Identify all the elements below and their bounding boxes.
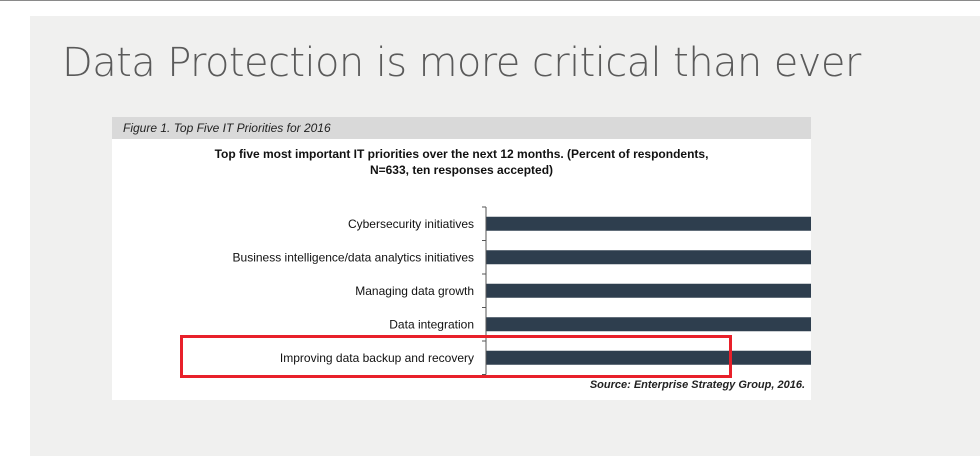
figure-panel: Figure 1. Top Five IT Priorities for 201… — [112, 117, 811, 400]
chart-title: Top five most important IT priorities ov… — [112, 146, 811, 178]
bar-3 — [486, 283, 811, 298]
chart-source: Source: Enterprise Strategy Group, 2016. — [589, 379, 805, 391]
bar-4 — [486, 317, 811, 332]
category-label-4: Data integration — [389, 317, 474, 331]
bar-1 — [486, 216, 811, 231]
top-border — [0, 0, 980, 1]
highlight-box — [180, 335, 732, 378]
category-label-1: Cybersecurity initiatives — [348, 217, 474, 231]
figure-caption: Figure 1. Top Five IT Priorities for 201… — [123, 121, 331, 135]
chart-title-line-1: Top five most important IT priorities ov… — [214, 147, 709, 161]
slide-title: Data Protection is more critical than ev… — [62, 40, 861, 86]
category-label-5: Improving data backup and recovery — [280, 351, 474, 365]
category-label-3: Managing data growth — [355, 284, 474, 298]
bar-chart: Cybersecurity initiatives37%Business int… — [233, 206, 811, 375]
chart-title-line-2: N=633, ten responses accepted) — [369, 163, 554, 177]
category-label-2: Business intelligence/data analytics ini… — [233, 250, 474, 264]
bar-2 — [486, 250, 811, 265]
figure-caption-band: Figure 1. Top Five IT Priorities for 201… — [112, 117, 811, 139]
